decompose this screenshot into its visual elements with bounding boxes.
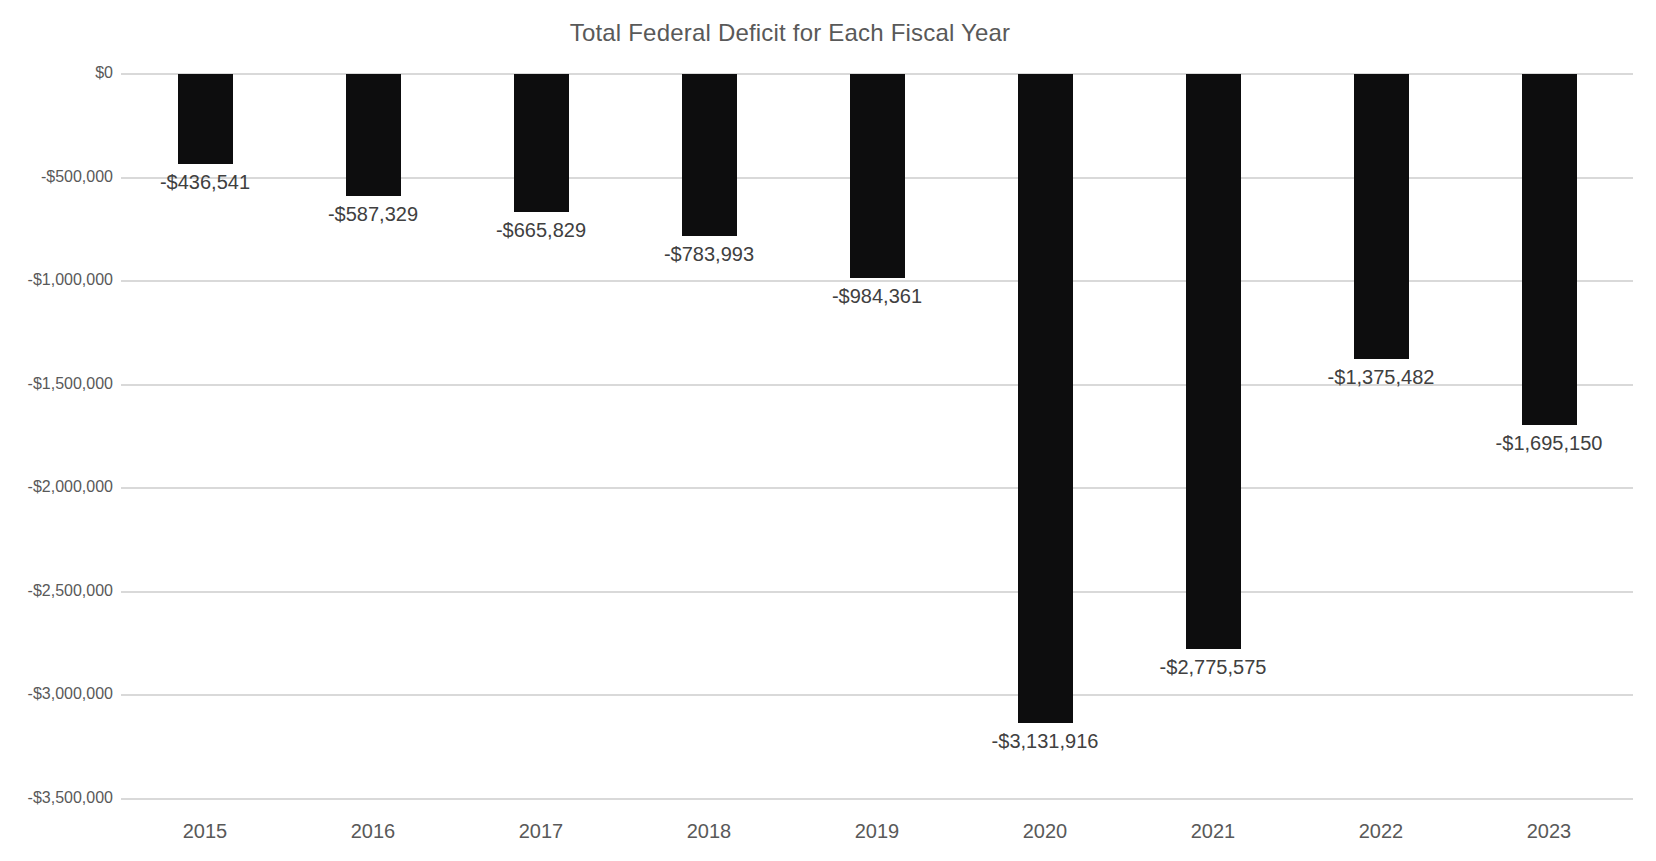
bar-2015 (178, 74, 233, 164)
y-axis-tick-label: -$2,000,000 (0, 478, 113, 496)
y-axis-tick-label: -$3,000,000 (0, 685, 113, 703)
gridline-4 (121, 487, 1633, 489)
x-axis-label-2015: 2015 (183, 820, 228, 843)
bar-value-label-2017: -$665,829 (496, 219, 586, 242)
bar-2017 (514, 74, 569, 212)
x-axis-label-2022: 2022 (1359, 820, 1404, 843)
bar-2018 (682, 74, 737, 236)
bar-2020 (1018, 74, 1073, 723)
bar-value-label-2015: -$436,541 (160, 171, 250, 194)
y-axis-tick-label: -$1,500,000 (0, 375, 113, 393)
bar-chart: Total Federal Deficit for Each Fiscal Ye… (0, 0, 1656, 861)
bar-2016 (346, 74, 401, 196)
bar-2021 (1186, 74, 1241, 649)
bar-2023 (1522, 74, 1577, 425)
bar-value-label-2019: -$984,361 (832, 285, 922, 308)
bar-value-label-2023: -$1,695,150 (1496, 432, 1603, 455)
y-axis-tick-label: -$1,000,000 (0, 271, 113, 289)
x-axis-label-2016: 2016 (351, 820, 396, 843)
bar-value-label-2020: -$3,131,916 (992, 730, 1099, 753)
x-axis-label-2023: 2023 (1527, 820, 1572, 843)
bar-2022 (1354, 74, 1409, 359)
gridline-7 (121, 798, 1633, 800)
y-axis-tick-label: -$500,000 (0, 168, 113, 186)
chart-title: Total Federal Deficit for Each Fiscal Ye… (0, 19, 1580, 47)
gridline-6 (121, 694, 1633, 696)
x-axis-label-2017: 2017 (519, 820, 564, 843)
y-axis-tick-label: -$2,500,000 (0, 582, 113, 600)
gridline-5 (121, 591, 1633, 593)
x-axis-label-2021: 2021 (1191, 820, 1236, 843)
bar-value-label-2022: -$1,375,482 (1328, 366, 1435, 389)
y-axis-tick-label: -$3,500,000 (0, 789, 113, 807)
x-axis-label-2018: 2018 (687, 820, 732, 843)
bar-2019 (850, 74, 905, 278)
x-axis-label-2020: 2020 (1023, 820, 1068, 843)
bar-value-label-2018: -$783,993 (664, 243, 754, 266)
x-axis-label-2019: 2019 (855, 820, 900, 843)
bar-value-label-2021: -$2,775,575 (1160, 656, 1267, 679)
y-axis-tick-label: $0 (0, 64, 113, 82)
bar-value-label-2016: -$587,329 (328, 203, 418, 226)
